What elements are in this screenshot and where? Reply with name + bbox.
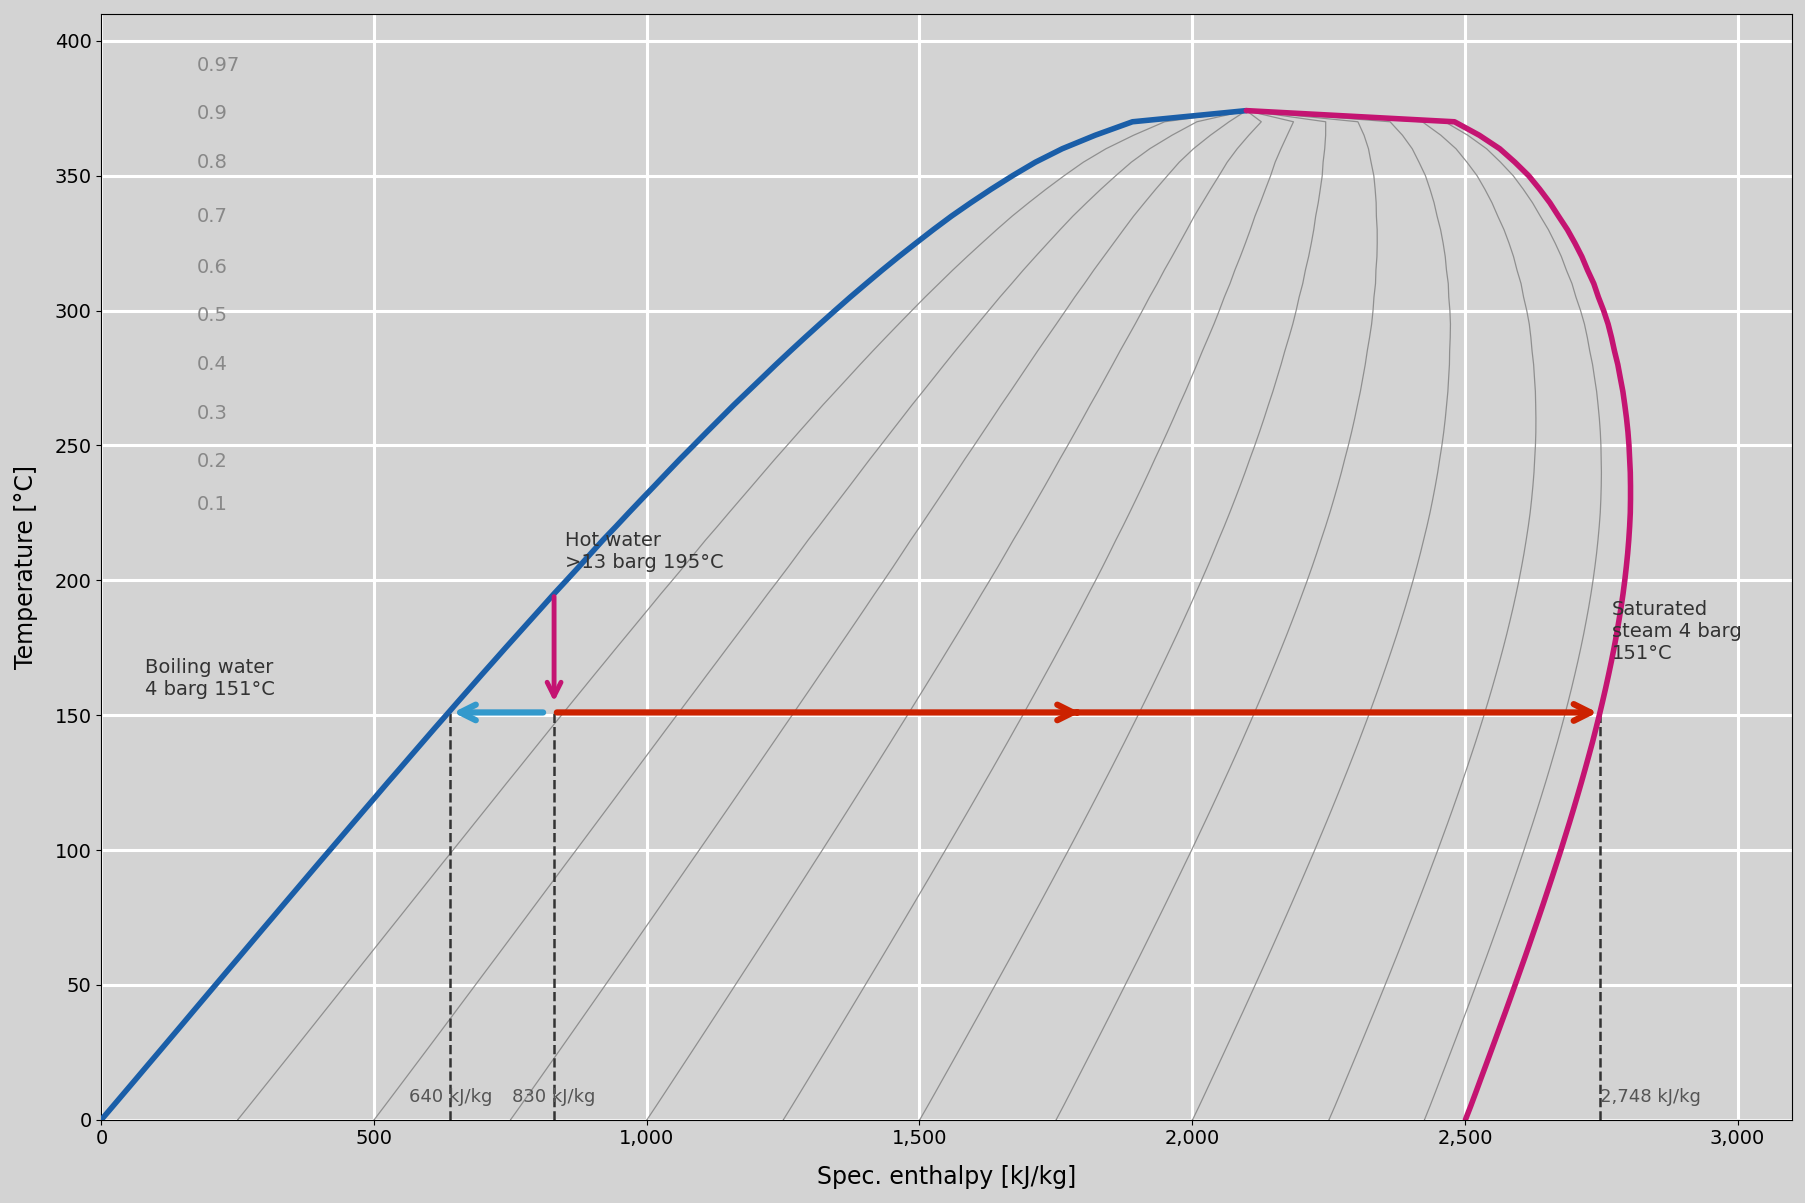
Text: 0.1: 0.1 [197,496,227,514]
Text: 0.6: 0.6 [197,257,227,277]
Text: Hot water
>13 barg 195°C: Hot water >13 barg 195°C [565,532,724,573]
Text: 0.4: 0.4 [197,355,227,374]
X-axis label: Spec. enthalpy [kJ/kg]: Spec. enthalpy [kJ/kg] [816,1166,1076,1189]
Text: 2,748 kJ/kg: 2,748 kJ/kg [1599,1089,1700,1107]
Text: 0.9: 0.9 [197,105,227,123]
Text: Boiling water
4 barg 151°C: Boiling water 4 barg 151°C [144,658,274,699]
Text: 0.8: 0.8 [197,153,227,172]
Text: 640 kJ/kg: 640 kJ/kg [408,1089,493,1107]
Text: 830 kJ/kg: 830 kJ/kg [513,1089,596,1107]
Text: 0.3: 0.3 [197,403,227,422]
Text: 0.2: 0.2 [197,452,227,472]
Text: 0.5: 0.5 [197,307,227,326]
Text: 0.7: 0.7 [197,207,227,226]
Text: Saturated
steam 4 barg
151°C: Saturated steam 4 barg 151°C [1612,600,1740,663]
Text: 0.97: 0.97 [197,55,240,75]
Y-axis label: Temperature [°C]: Temperature [°C] [14,464,38,669]
